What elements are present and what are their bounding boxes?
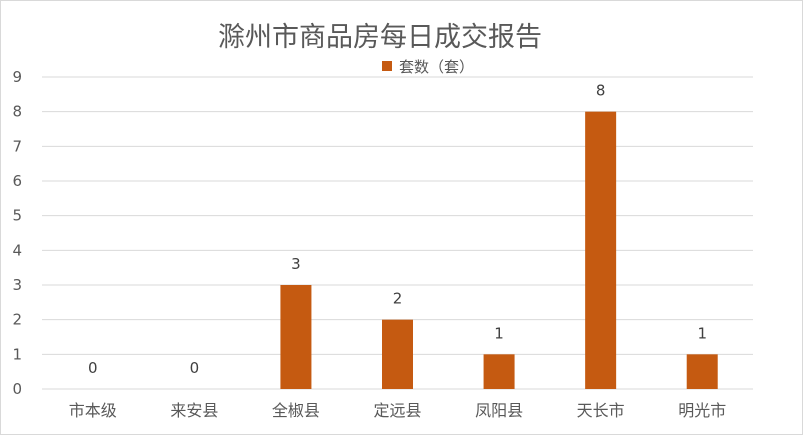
y-tick-label-2: 2 xyxy=(12,311,22,329)
bar-6 xyxy=(686,354,718,389)
x-axis-categories: 市本级 来安县 全椒县 定远县 凤阳县 天长市 明光市 xyxy=(69,401,726,420)
value-label-4: 1 xyxy=(494,324,504,342)
category-label-6: 明光市 xyxy=(678,401,726,420)
bars xyxy=(280,111,718,390)
category-label-0: 市本级 xyxy=(69,401,117,420)
y-tick-label-4: 4 xyxy=(12,241,22,259)
value-label-5: 8 xyxy=(596,82,606,100)
legend-swatch xyxy=(382,61,392,71)
legend-label: 套数（套） xyxy=(399,58,474,76)
value-label-3: 2 xyxy=(393,290,403,308)
value-label-6: 1 xyxy=(697,324,707,342)
category-label-2: 全椒县 xyxy=(272,401,320,420)
y-tick-label-3: 3 xyxy=(12,276,22,294)
value-label-1: 0 xyxy=(190,359,200,377)
value-label-0: 0 xyxy=(88,359,98,377)
y-tick-label-7: 7 xyxy=(12,137,22,155)
category-label-1: 来安县 xyxy=(170,401,218,420)
legend: 套数（套） xyxy=(382,58,474,76)
bar-5 xyxy=(585,111,617,390)
y-tick-label-9: 9 xyxy=(12,68,22,86)
bar-2 xyxy=(280,285,312,389)
chart-title: 滁州市商品房每日成交报告 xyxy=(218,22,542,53)
data-labels: 0 0 3 2 1 8 1 xyxy=(88,82,707,377)
gridlines xyxy=(42,76,753,390)
y-tick-label-0: 0 xyxy=(12,380,22,398)
bar-3 xyxy=(382,319,413,389)
y-tick-label-5: 5 xyxy=(12,207,22,225)
category-label-3: 定远县 xyxy=(373,401,421,420)
y-tick-label-1: 1 xyxy=(12,345,22,363)
category-label-5: 天长市 xyxy=(577,401,625,420)
y-tick-label-8: 8 xyxy=(12,103,22,121)
value-label-2: 3 xyxy=(291,255,301,273)
y-tick-label-6: 6 xyxy=(12,172,22,190)
y-axis-ticks: 0 1 2 3 4 5 6 7 8 9 xyxy=(12,68,22,398)
category-label-4: 凤阳县 xyxy=(475,401,523,420)
bar-4 xyxy=(483,354,515,389)
